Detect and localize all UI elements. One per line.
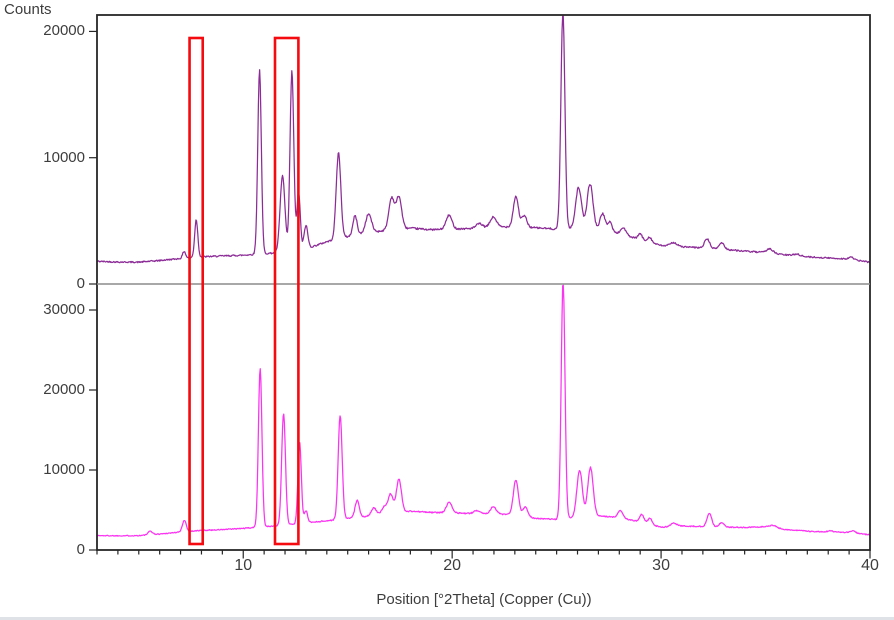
y-tick-label-top: 20000	[43, 22, 85, 40]
diffractogram-traces	[96, 15, 871, 537]
highlight-box-2	[273, 36, 300, 546]
highlight-box-1	[188, 36, 205, 546]
y-axis-title: Counts	[4, 1, 52, 18]
y-tick-label-top: 0	[76, 275, 85, 292]
plot-border	[96, 14, 871, 551]
top-diffractogram-trace	[96, 15, 871, 264]
window-bottom-edge	[0, 617, 894, 620]
axis-ticks	[89, 30, 871, 559]
y-tick-label-top: 10000	[43, 148, 85, 166]
y-tick-label-bottom: 30000	[43, 301, 85, 318]
x-axis-title: Position [°2Theta] (Copper (Cu))	[376, 591, 592, 608]
y-tick-label-bottom: 0	[76, 541, 85, 558]
x-tick-label: 30	[652, 557, 670, 574]
x-tick-label: 40	[861, 557, 879, 574]
y-tick-label-bottom: 10000	[43, 461, 85, 478]
bottom-diffractogram-trace	[96, 284, 871, 537]
plot-frame	[96, 14, 871, 551]
x-tick-label: 10	[234, 557, 253, 574]
highlight-boxes	[188, 36, 300, 546]
x-tick-label: 20	[443, 557, 462, 574]
y-tick-label-bottom: 20000	[43, 381, 85, 398]
